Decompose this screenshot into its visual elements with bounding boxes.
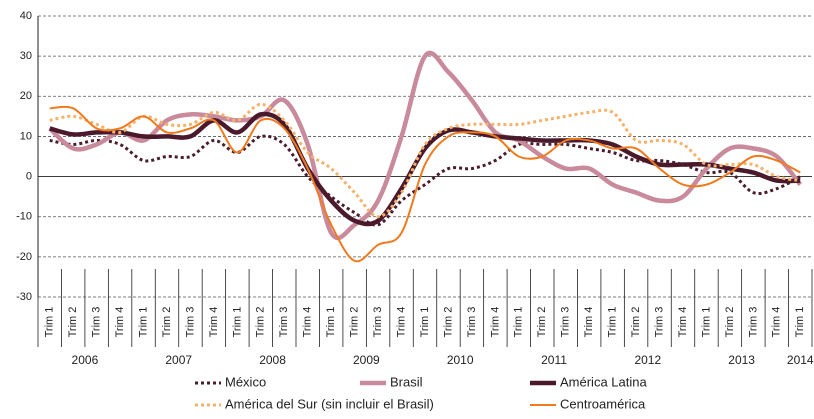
x-tick-label: Trim 1 [325, 307, 337, 338]
x-tick-label: Trim 2 [255, 307, 267, 338]
x-tick-label: Trim 2 [442, 307, 454, 338]
x-tick-label: Trim 4 [677, 307, 689, 338]
year-label: 2010 [447, 353, 474, 367]
x-tick-label: Trim 4 [395, 307, 407, 338]
legend-label: América Latina [560, 374, 647, 389]
x-tick-label: Trim 3 [466, 307, 478, 338]
year-label: 2014 [787, 353, 814, 367]
x-tick-label: Trim 2 [630, 307, 642, 338]
y-tick-label: 10 [20, 130, 32, 142]
x-tick-label: Trim 4 [489, 307, 501, 338]
x-tick-label: Trim 2 [349, 307, 361, 338]
y-tick-label: 0 [26, 170, 32, 182]
x-tick-label: Trim 4 [302, 307, 314, 338]
year-label: 2007 [165, 353, 192, 367]
x-tick-label: Trim 4 [208, 307, 220, 338]
year-label: 2011 [541, 353, 567, 367]
legend-label: Centroamérica [560, 396, 646, 411]
x-tick-label: Trim 3 [372, 307, 384, 338]
x-tick-label: Trim 2 [161, 307, 173, 338]
year-label: 2006 [72, 353, 99, 367]
y-tick-label: -20 [16, 251, 32, 263]
x-tick-label: Trim 1 [513, 307, 525, 338]
x-tick-label: Trim 4 [583, 307, 595, 338]
y-tick-label: 40 [20, 10, 32, 22]
x-tick-label: Trim 3 [278, 307, 290, 338]
x-tick-label: Trim 3 [653, 307, 665, 338]
year-label: 2012 [634, 353, 661, 367]
series-line [49, 102, 801, 219]
x-tick-label: Trim 1 [137, 307, 149, 338]
x-tick-label: Trim 4 [771, 307, 783, 338]
series-line [49, 111, 801, 227]
x-tick-label: Trim 2 [536, 307, 548, 338]
series-line [49, 134, 801, 227]
year-label: 2008 [259, 353, 286, 367]
x-tick-label: Trim 1 [419, 307, 431, 338]
x-tick-label: Trim 2 [724, 307, 736, 338]
x-tick-label: Trim 3 [91, 307, 103, 338]
y-tick-label: -30 [16, 291, 32, 303]
year-label: 2009 [353, 353, 380, 367]
x-tick-label: Trim 3 [560, 307, 572, 338]
x-tick-label: Trim 3 [184, 307, 196, 338]
x-tick-label: Trim 4 [114, 307, 126, 338]
x-tick-label: Trim 3 [747, 307, 759, 338]
x-tick-label: Trim 1 [44, 307, 56, 338]
series-line [49, 105, 801, 263]
x-tick-label: Trim 1 [231, 307, 243, 338]
x-tick-label: Trim 1 [607, 307, 619, 338]
y-tick-label: -10 [16, 211, 32, 223]
legend-label: México [225, 374, 266, 389]
x-tick-label: Trim 2 [67, 307, 79, 338]
legend-label: Brasil [390, 374, 423, 389]
x-tick-label: Trim 1 [700, 307, 712, 338]
legend-label: América del Sur (sin incluir el Brasil) [225, 396, 434, 411]
series-line [48, 50, 803, 241]
y-tick-label: 20 [20, 90, 32, 102]
x-tick-label: Trim 1 [794, 307, 806, 338]
y-tick-label: 30 [20, 50, 32, 62]
year-label: 2013 [728, 353, 755, 367]
